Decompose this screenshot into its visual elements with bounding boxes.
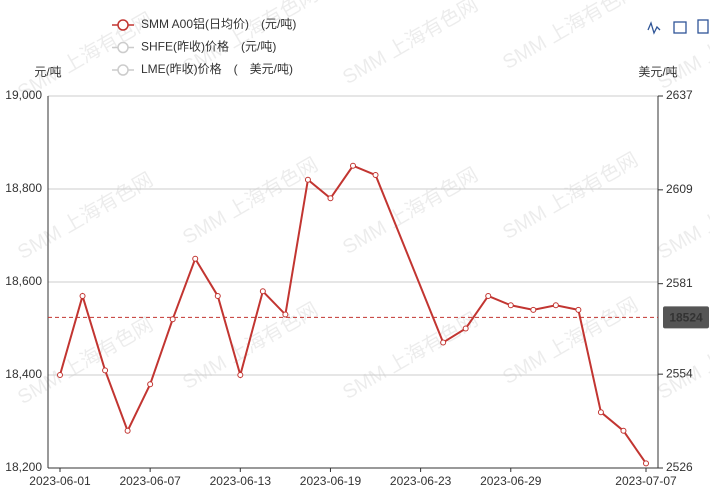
point — [530, 306, 537, 313]
y2-tick-label: 2554 — [666, 366, 693, 380]
y2-tick-label: 2526 — [666, 460, 693, 474]
legend-label[interactable]: SMM A00铝(日均价) (元/吨) — [141, 16, 296, 31]
point — [440, 339, 447, 346]
legend-marker — [117, 64, 129, 76]
point — [147, 381, 154, 388]
point — [507, 302, 514, 309]
legend-marker — [117, 41, 129, 54]
watermark: SMM 上海有色网 — [14, 313, 157, 409]
point — [350, 162, 356, 169]
y2-tick-label: 2581 — [666, 276, 693, 290]
point — [643, 460, 649, 467]
y-tick-label: 18,800 — [5, 181, 42, 195]
x-tick-label: 2023-06-19 — [300, 474, 362, 488]
y-axis-label: 元/吨 — [34, 65, 61, 79]
gap-connector — [374, 174, 445, 343]
point — [304, 176, 311, 183]
point — [192, 255, 199, 262]
point — [575, 306, 582, 313]
legend-marker — [117, 19, 129, 31]
watermark: SMM 上海有色网 — [499, 0, 642, 74]
line-icon[interactable] — [647, 21, 661, 35]
x-tick-label: 2023-06-29 — [480, 474, 542, 488]
point — [552, 302, 559, 309]
watermark: SMM 上海有色网 — [654, 0, 710, 94]
point — [237, 372, 244, 378]
mark-line-label: 18524 — [669, 311, 703, 325]
point — [57, 372, 63, 378]
y2-axis-label: 美元/吨 — [638, 65, 677, 79]
save-icon[interactable] — [697, 19, 709, 34]
watermark: SMM 上海有色网 — [339, 308, 482, 404]
watermark: SMM 上海有色网 — [499, 148, 642, 244]
watermark: SMM 上海有色网 — [179, 153, 322, 249]
point — [485, 292, 492, 299]
x-tick-label: 2023-06-01 — [29, 474, 91, 488]
x-tick-label: 2023-06-13 — [210, 474, 272, 488]
mark-line-badge — [663, 306, 709, 329]
point — [620, 427, 627, 434]
point — [282, 311, 289, 318]
point — [79, 292, 86, 299]
x-tick-label: 2023-06-23 — [390, 474, 452, 488]
legend-label[interactable]: SHFE(昨收)价格 (元/吨) — [141, 39, 276, 54]
bar-icon[interactable] — [673, 21, 687, 34]
point — [102, 367, 109, 374]
point — [214, 292, 221, 299]
point — [124, 427, 131, 434]
y2-tick-label: 2637 — [666, 88, 693, 102]
x-tick-label: 2023-07-07 — [615, 474, 677, 488]
y2-tick-label: 2609 — [666, 182, 693, 196]
series-line — [442, 294, 647, 464]
y-tick-label: 18,200 — [5, 460, 42, 474]
watermark: SMM 上海有色网 — [339, 0, 482, 89]
point — [169, 316, 176, 323]
watermark: SMM 上海有色网 — [179, 298, 322, 394]
point — [462, 325, 469, 332]
point — [597, 409, 604, 416]
point — [327, 195, 334, 202]
y-tick-label: 18,400 — [5, 367, 42, 381]
y-tick-label: 18,600 — [5, 274, 42, 288]
point — [259, 288, 266, 295]
y-tick-label: 19,000 — [5, 88, 42, 102]
point — [372, 172, 379, 179]
x-tick-label: 2023-06-07 — [119, 474, 181, 488]
toolbox[interactable] — [647, 19, 709, 35]
legend-label[interactable]: LME(昨收)价格 ( 美元/吨) — [141, 61, 293, 76]
watermark: SMM 上海有色网 — [339, 163, 482, 259]
